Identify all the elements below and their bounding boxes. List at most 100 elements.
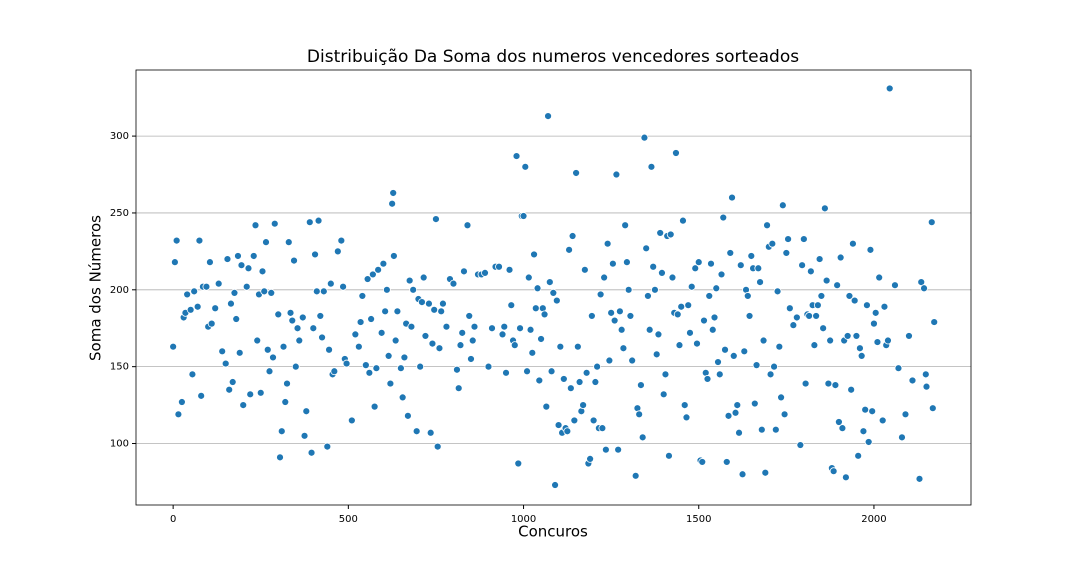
point bbox=[813, 301, 822, 310]
point bbox=[836, 253, 845, 262]
point bbox=[608, 259, 617, 268]
point bbox=[234, 252, 242, 260]
point bbox=[617, 325, 626, 334]
point bbox=[586, 454, 595, 463]
chart-title: Distribuição Da Soma dos numeros vencedo… bbox=[307, 47, 799, 67]
point bbox=[382, 285, 391, 294]
point bbox=[500, 322, 509, 331]
point bbox=[856, 344, 864, 353]
point bbox=[325, 345, 333, 354]
point bbox=[927, 218, 936, 227]
point bbox=[792, 313, 801, 322]
point bbox=[921, 370, 930, 379]
point bbox=[551, 481, 559, 489]
point bbox=[859, 427, 868, 436]
point bbox=[747, 252, 756, 260]
point bbox=[915, 474, 924, 483]
point bbox=[680, 401, 689, 409]
point bbox=[724, 411, 733, 420]
point bbox=[752, 361, 761, 370]
point bbox=[456, 341, 465, 350]
point bbox=[799, 235, 808, 243]
point bbox=[190, 287, 199, 296]
point bbox=[559, 375, 568, 383]
point bbox=[651, 285, 659, 294]
point bbox=[326, 279, 335, 288]
point bbox=[305, 218, 314, 227]
point bbox=[854, 451, 863, 460]
point bbox=[197, 391, 206, 400]
y-tick-label: 300 bbox=[110, 131, 129, 142]
point bbox=[666, 230, 675, 239]
point bbox=[796, 441, 805, 449]
point bbox=[710, 313, 719, 322]
point bbox=[922, 382, 931, 391]
point bbox=[265, 367, 274, 376]
point bbox=[407, 322, 416, 331]
point bbox=[356, 318, 365, 326]
x-tick-label: 1000 bbox=[511, 514, 536, 525]
point bbox=[276, 453, 284, 462]
point bbox=[169, 342, 178, 351]
point bbox=[591, 378, 600, 386]
point bbox=[908, 376, 917, 385]
point bbox=[721, 345, 729, 354]
point bbox=[389, 252, 398, 260]
point bbox=[771, 425, 780, 434]
point bbox=[330, 367, 339, 376]
point bbox=[824, 379, 833, 388]
point bbox=[684, 301, 693, 310]
point bbox=[778, 201, 787, 210]
point bbox=[624, 285, 633, 294]
point bbox=[298, 313, 307, 322]
point bbox=[570, 416, 579, 425]
point bbox=[870, 319, 878, 328]
point bbox=[812, 312, 821, 320]
point bbox=[668, 273, 677, 282]
point bbox=[510, 341, 519, 350]
point bbox=[875, 273, 884, 282]
point bbox=[270, 219, 279, 228]
y-tick-label: 150 bbox=[110, 362, 129, 373]
point bbox=[235, 348, 244, 357]
x-tick-label: 0 bbox=[170, 514, 176, 525]
point bbox=[412, 427, 421, 436]
x-tick-label: 500 bbox=[339, 514, 358, 525]
point bbox=[174, 410, 183, 419]
point bbox=[759, 336, 768, 345]
point bbox=[694, 258, 703, 267]
point bbox=[901, 410, 910, 419]
point bbox=[817, 292, 826, 300]
y-tick-label: 250 bbox=[110, 208, 129, 219]
point bbox=[843, 332, 852, 340]
point bbox=[433, 442, 442, 451]
point bbox=[891, 281, 899, 290]
point bbox=[658, 268, 666, 277]
point bbox=[454, 384, 463, 393]
point bbox=[465, 312, 474, 320]
point bbox=[498, 330, 507, 339]
point bbox=[556, 342, 565, 351]
point bbox=[460, 267, 468, 276]
point bbox=[300, 431, 309, 440]
point bbox=[193, 302, 202, 311]
point bbox=[863, 301, 871, 310]
point bbox=[227, 299, 235, 308]
point bbox=[722, 458, 731, 466]
point bbox=[763, 221, 771, 230]
point bbox=[290, 256, 298, 265]
point bbox=[170, 258, 179, 267]
point bbox=[801, 379, 810, 388]
point bbox=[535, 376, 544, 385]
point bbox=[397, 364, 405, 373]
x-tick-label: 2000 bbox=[861, 514, 886, 525]
point bbox=[449, 279, 458, 288]
point bbox=[244, 264, 253, 273]
point bbox=[649, 262, 658, 271]
point bbox=[715, 370, 724, 379]
point bbox=[708, 325, 717, 334]
point bbox=[295, 336, 304, 345]
point bbox=[735, 428, 743, 437]
point bbox=[467, 355, 475, 363]
